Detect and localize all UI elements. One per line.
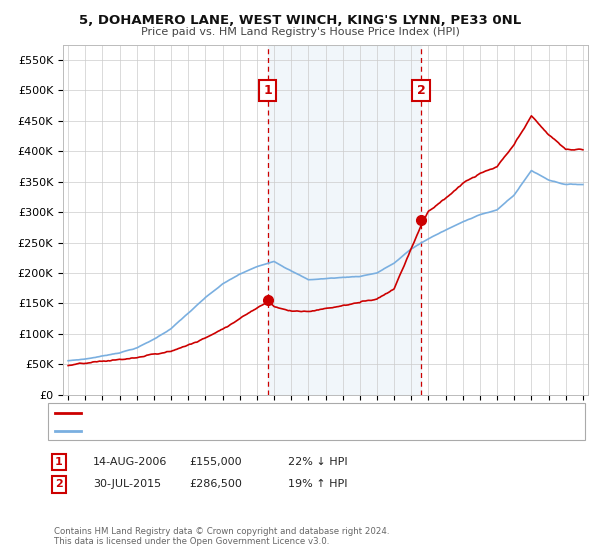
Text: 2: 2 (55, 479, 62, 489)
Text: 5, DOHAMERO LANE, WEST WINCH, KING'S LYNN, PE33 0NL: 5, DOHAMERO LANE, WEST WINCH, KING'S LYN… (79, 14, 521, 27)
Text: 19% ↑ HPI: 19% ↑ HPI (288, 479, 347, 489)
Text: £155,000: £155,000 (189, 457, 242, 467)
Text: 2: 2 (417, 84, 425, 97)
Bar (268, 45, 421, 395)
Text: 1: 1 (263, 84, 272, 97)
Text: Contains HM Land Registry data © Crown copyright and database right 2024.
This d: Contains HM Land Registry data © Crown c… (54, 526, 389, 546)
Text: 30-JUL-2015: 30-JUL-2015 (93, 479, 161, 489)
Text: £286,500: £286,500 (189, 479, 242, 489)
Text: Price paid vs. HM Land Registry's House Price Index (HPI): Price paid vs. HM Land Registry's House … (140, 27, 460, 37)
Text: 22% ↓ HPI: 22% ↓ HPI (288, 457, 347, 467)
Text: HPI: Average price, detached house, King's Lynn and West Norfolk: HPI: Average price, detached house, King… (85, 426, 430, 436)
Text: 1: 1 (55, 457, 62, 467)
Text: 5, DOHAMERO LANE, WEST WINCH, KING'S LYNN, PE33 0NL (detached house): 5, DOHAMERO LANE, WEST WINCH, KING'S LYN… (85, 408, 488, 418)
Text: 14-AUG-2006: 14-AUG-2006 (93, 457, 167, 467)
